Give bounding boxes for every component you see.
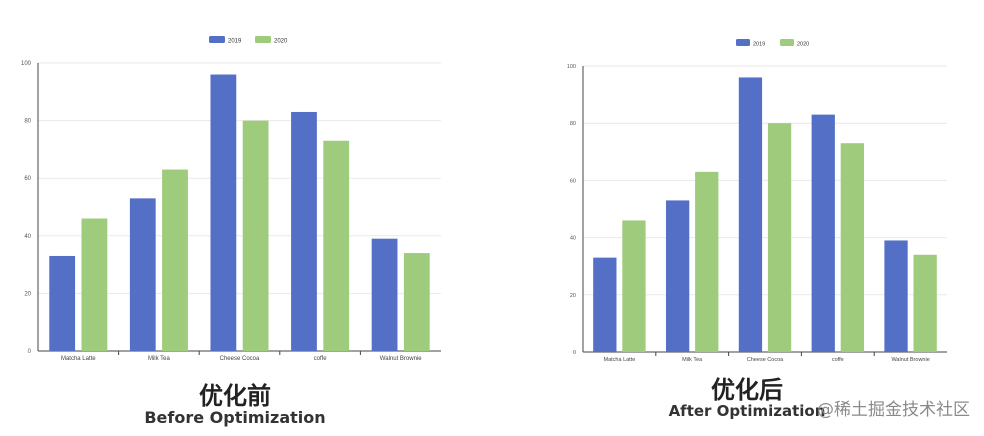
bar-2020 xyxy=(162,169,188,351)
y-tick-label: 80 xyxy=(24,119,31,125)
bar-2020 xyxy=(81,218,108,351)
y-tick-label: 40 xyxy=(570,236,576,242)
bar-2020 xyxy=(242,120,269,351)
bar-2019 xyxy=(665,200,690,352)
bar-2019 xyxy=(129,198,156,351)
bar-2020 xyxy=(767,123,792,352)
bar-2020 xyxy=(622,220,646,352)
y-tick-label: 100 xyxy=(21,61,32,67)
x-tick-label: Matcha Latte xyxy=(604,357,636,363)
bar-2019 xyxy=(210,74,237,352)
y-tick-label: 0 xyxy=(28,349,32,355)
bar-chart-before: 0 20 40 60 80 100 Matcha Latte Milk Tea Cheese C… xyxy=(21,36,441,362)
legend-swatch xyxy=(255,36,271,43)
y-tick-label: 80 xyxy=(570,121,576,127)
caption-after-cn: 优化后 xyxy=(711,376,783,404)
bar-2019 xyxy=(884,240,908,352)
x-tick-label: Cheese Cocoa xyxy=(747,357,784,363)
bar-2019 xyxy=(371,238,398,351)
bar-2019 xyxy=(738,77,763,352)
bar-2019 xyxy=(49,255,76,351)
caption-before-cn: 优化前 xyxy=(199,382,271,410)
y-tick-label: 60 xyxy=(24,176,31,182)
y-tick-label: 40 xyxy=(24,234,31,240)
x-tick-label: Milk Tea xyxy=(148,356,171,362)
legend-swatch xyxy=(209,36,225,43)
x-tick-label: Cheese Cocoa xyxy=(220,356,260,362)
y-tick-label: 20 xyxy=(24,291,31,297)
watermark: @稀土掘金技术社区 xyxy=(817,400,970,420)
legend-label: 2019 xyxy=(753,42,765,48)
bar-2019 xyxy=(593,257,617,352)
x-tick-label: coffe xyxy=(314,356,328,362)
legend-label: 2019 xyxy=(228,39,242,45)
bar-2020 xyxy=(323,140,350,351)
caption-before-en: Before Optimization xyxy=(144,408,326,427)
chart-panel-after: 0 20 40 60 80 100 Matcha Latte Milk Tea Cheese C… xyxy=(492,0,984,436)
caption-after-en: After Optimization xyxy=(668,402,826,420)
bar-2020 xyxy=(403,253,430,351)
x-tick-label: Walnut Brownie xyxy=(380,356,422,362)
bar-2020 xyxy=(695,171,719,352)
bar-2019 xyxy=(291,111,317,352)
legend-swatch xyxy=(780,39,794,46)
x-tick-label: coffe xyxy=(832,357,844,363)
bar-2020 xyxy=(913,254,937,352)
legend-swatch xyxy=(736,39,750,46)
bar-2020 xyxy=(840,143,865,352)
x-tick-label: Matcha Latte xyxy=(61,356,96,362)
y-tick-label: 100 xyxy=(567,64,576,70)
y-tick-label: 0 xyxy=(573,350,576,356)
x-tick-label: Milk Tea xyxy=(682,357,703,363)
chart-panel-before: 0 20 40 60 80 100 Matcha Latte Milk Tea Cheese C… xyxy=(21,36,441,427)
legend-label: 2020 xyxy=(274,39,288,45)
y-tick-label: 60 xyxy=(570,178,576,184)
legend-label: 2020 xyxy=(797,42,809,48)
y-tick-label: 20 xyxy=(570,293,576,299)
bar-2019 xyxy=(811,114,835,353)
bar-chart-after: 0 20 40 60 80 100 Matcha Latte Milk Tea Cheese C… xyxy=(567,39,947,363)
x-tick-label: Walnut Brownie xyxy=(891,357,929,363)
